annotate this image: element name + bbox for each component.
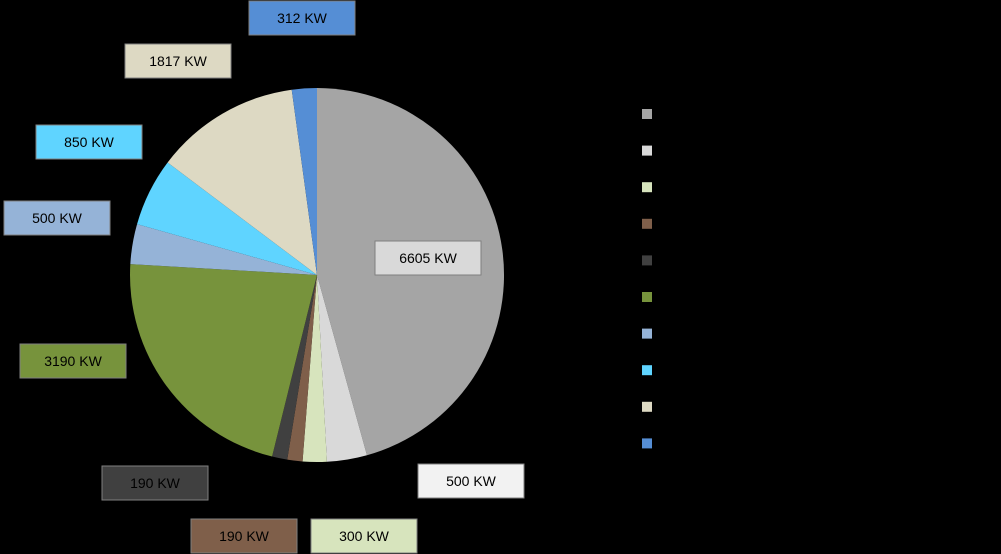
legend-swatch — [642, 328, 652, 339]
data-label-text: 190 KW — [219, 528, 270, 544]
data-label-box — [190, 518, 298, 554]
data-label-text: 312 KW — [277, 10, 328, 26]
legend-swatch — [642, 401, 652, 412]
legend-swatch — [642, 109, 652, 119]
legend-swatch — [642, 182, 652, 193]
legend-swatch — [642, 145, 652, 156]
data-label-text: 500 KW — [446, 473, 497, 489]
data-label-box — [417, 463, 525, 499]
pie-slice — [302, 275, 327, 463]
data-label: 3190 KW — [19, 343, 127, 379]
pie-slice — [130, 264, 317, 457]
data-label-box — [101, 465, 209, 501]
data-label: 190 KW — [101, 465, 209, 501]
legend-swatch — [642, 218, 652, 229]
pie-slice — [287, 275, 317, 462]
data-label-text: 1817 KW — [149, 53, 207, 69]
data-label-box — [310, 518, 418, 554]
data-label-text: 3190 KW — [44, 353, 102, 369]
legend-swatch — [642, 255, 652, 266]
data-label: 1817 KW — [124, 43, 232, 79]
pie-slice — [130, 224, 317, 275]
data-label: 500 KW — [417, 463, 525, 499]
data-label-text: 300 KW — [339, 528, 390, 544]
data-label: 300 KW — [310, 518, 418, 554]
data-labels: 6605 KW 500 KW 300 KW 190 KW 190 KW 3190 KW 50… — [3, 0, 525, 554]
data-label: 6605 KW — [374, 240, 482, 276]
legend-swatch — [642, 438, 652, 449]
pie-slice — [317, 275, 367, 462]
pie-slice — [291, 88, 317, 275]
pie-slice — [167, 89, 317, 275]
data-label-box — [3, 200, 111, 236]
data-label-box — [19, 343, 127, 379]
data-label-box — [124, 43, 232, 79]
data-label-box — [35, 124, 143, 160]
legend-swatch — [642, 292, 652, 302]
data-label: 500 KW — [3, 200, 111, 236]
legend-swatch — [642, 365, 652, 376]
pie-slice — [137, 162, 317, 275]
data-label-box — [374, 240, 482, 276]
data-label: 190 KW — [190, 518, 298, 554]
data-label-text: 190 KW — [130, 475, 181, 491]
data-label: 312 KW — [248, 0, 356, 36]
legend — [642, 109, 652, 449]
pie-slice — [272, 275, 317, 460]
data-label: 850 KW — [35, 124, 143, 160]
data-label-text: 500 KW — [32, 210, 83, 226]
data-label-text: 6605 KW — [399, 250, 457, 266]
data-label-text: 850 KW — [64, 134, 115, 150]
data-label-box — [248, 0, 356, 36]
